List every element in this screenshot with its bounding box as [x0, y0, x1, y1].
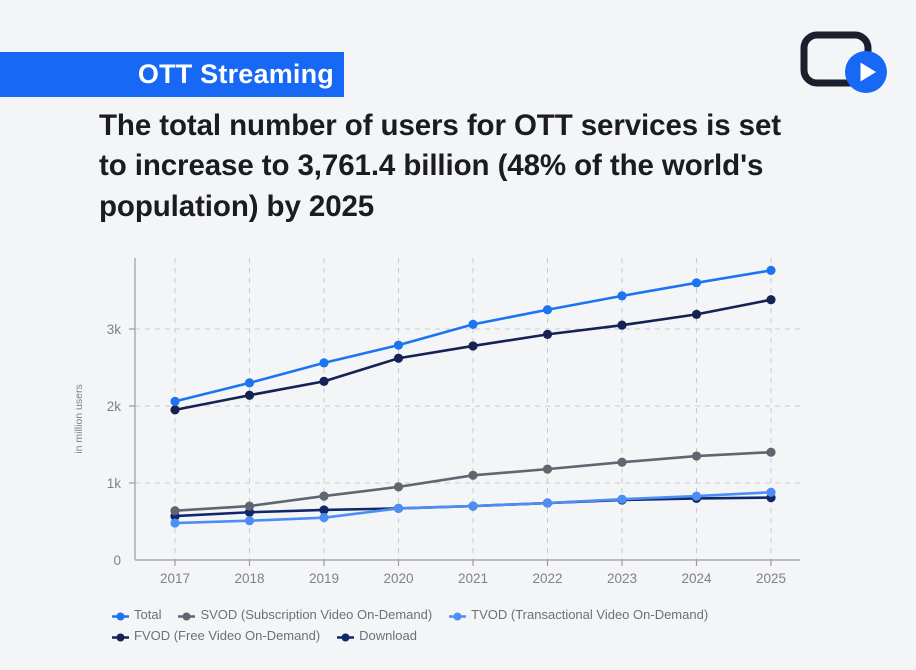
legend-label: TVOD (Transactional Video On-Demand) [471, 607, 709, 622]
data-point-download-2021 [468, 501, 478, 511]
data-point-svod-2022 [542, 464, 553, 474]
data-point-fvod-2022 [542, 329, 553, 339]
data-point-total-2022 [542, 305, 553, 315]
data-point-total-2021 [468, 319, 478, 329]
data-point-svod-2020 [393, 482, 404, 492]
data-point-download-2018 [244, 507, 255, 517]
data-point-total-2025 [766, 265, 776, 276]
data-point-tvod-2025 [766, 487, 776, 497]
legend-label: Download [359, 628, 417, 643]
data-point-fvod-2017 [170, 405, 180, 415]
x-tick-label: 2018 [234, 571, 264, 586]
data-point-svod-2021 [468, 470, 478, 480]
x-tick-label: 2020 [383, 571, 413, 586]
play-triangle-icon [860, 62, 876, 82]
data-point-download-2020 [393, 503, 404, 514]
legend-marker-icon [178, 609, 196, 621]
data-point-tvod-2019 [319, 513, 329, 523]
page-title: The total number of users for OTT servic… [99, 109, 781, 223]
x-tick-label: 2021 [458, 571, 488, 586]
data-point-fvod-2020 [393, 353, 404, 363]
legend-label: FVOD (Free Video On-Demand) [134, 628, 321, 643]
data-point-svod-2018 [244, 501, 255, 511]
y-axis-title: in million users [73, 384, 85, 453]
chart-y-axis-title: in million users [73, 384, 85, 453]
legend-row: Total SVOD (Subscription Video On-Demand)… [112, 604, 902, 625]
legend-item-total[interactable]: Total [112, 608, 161, 621]
data-point-svod-2025 [766, 447, 776, 457]
series-line-total [173, 269, 773, 403]
series-line-tvod [173, 490, 773, 525]
data-point-total-2018 [244, 378, 255, 388]
x-tick-label: 2022 [532, 571, 562, 586]
data-point-total-2017 [170, 396, 180, 406]
data-point-svod-2019 [319, 491, 329, 501]
legend-row: FVOD (Free Video On-Demand) Download [112, 625, 902, 646]
legend-item-svod[interactable]: SVOD (Subscription Video On-Demand) [178, 608, 432, 621]
chart-y-tick-labels: 0 1k 2k 3k [107, 322, 122, 568]
x-tick-label: 2023 [607, 571, 637, 586]
legend-marker-icon [337, 630, 355, 642]
y-tick-label: 1k [107, 476, 122, 491]
data-point-fvod-2021 [468, 341, 478, 351]
y-tick-label: 3k [107, 322, 122, 337]
data-point-svod-2024 [691, 451, 702, 461]
x-tick-label: 2017 [160, 571, 190, 586]
legend-label: SVOD (Subscription Video On-Demand) [200, 607, 433, 622]
legend-marker-icon [112, 630, 129, 642]
data-point-svod-2017 [170, 506, 180, 516]
x-tick-label: 2025 [756, 571, 786, 586]
data-point-download-2025 [766, 493, 776, 503]
legend-marker-icon [449, 609, 467, 621]
data-point-total-2024 [691, 278, 702, 288]
data-point-tvod-2024 [691, 491, 702, 501]
data-point-tvod-2023 [617, 494, 627, 504]
data-point-tvod-2017 [170, 518, 180, 528]
data-point-fvod-2023 [617, 320, 627, 330]
data-point-fvod-2018 [244, 390, 255, 400]
data-point-total-2023 [617, 291, 627, 301]
data-point-download-2022 [542, 498, 553, 508]
data-point-tvod-2021 [468, 501, 478, 511]
data-point-download-2017 [170, 511, 180, 521]
legend-item-fvod[interactable]: FVOD (Free Video On-Demand) [112, 629, 320, 642]
video-play-logo [798, 28, 894, 96]
data-point-fvod-2019 [319, 376, 329, 386]
data-point-tvod-2020 [393, 503, 404, 514]
data-point-tvod-2018 [244, 516, 255, 526]
legend-item-tvod[interactable]: TVOD (Transactional Video On-Demand) [449, 608, 708, 621]
chart-legend: Total SVOD (Subscription Video On-Demand)… [112, 604, 902, 646]
data-point-fvod-2024 [691, 309, 702, 319]
chart-axes [129, 258, 800, 566]
x-tick-label: 2019 [309, 571, 339, 586]
chart-gridlines [135, 258, 800, 560]
x-tick-label: 2024 [681, 571, 712, 586]
data-point-fvod-2025 [766, 295, 776, 305]
badge-label: OTT Streaming [137, 59, 334, 89]
data-point-tvod-2022 [542, 498, 553, 508]
data-point-total-2020 [393, 340, 404, 350]
section-badge: OTT Streaming [0, 52, 344, 97]
data-point-download-2024 [691, 493, 702, 503]
chart-x-tick-labels: 2017 2018 2019 2020 2021 2022 2023 2024 2025 [160, 571, 786, 586]
data-point-svod-2023 [617, 457, 627, 467]
chart-series [170, 265, 776, 528]
series-line-svod [173, 450, 773, 513]
data-point-download-2023 [617, 495, 627, 505]
y-tick-label: 0 [113, 553, 121, 568]
legend-label: Total [134, 607, 162, 622]
series-line-fvod [173, 298, 773, 412]
legend-marker-icon [112, 609, 129, 621]
data-point-total-2019 [319, 358, 329, 368]
legend-item-download[interactable]: Download [337, 629, 417, 642]
series-line-download [173, 496, 773, 518]
data-point-download-2019 [319, 505, 329, 515]
y-tick-label: 2k [107, 399, 122, 414]
